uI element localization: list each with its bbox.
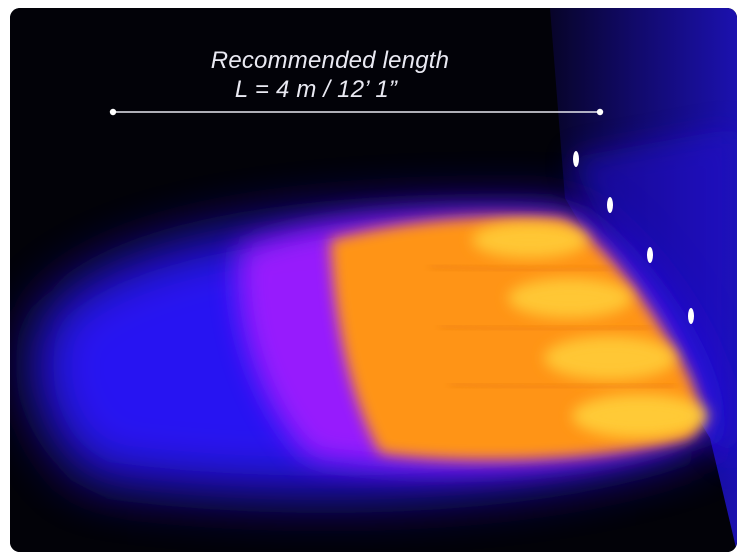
fixture-marker-1: [573, 151, 579, 167]
heat-map-render: [10, 8, 737, 552]
band-2: [439, 323, 651, 333]
light-lobe-4: [572, 394, 708, 438]
light-lobe-1: [472, 222, 588, 258]
dimension-endpoint-left: [109, 108, 117, 116]
recommended-length-annotation: Recommended length L = 4 m / 12’ 1”: [150, 46, 510, 104]
fixture-marker-2: [607, 197, 613, 213]
band-1: [429, 263, 611, 273]
band-3: [449, 381, 676, 391]
dimension-endpoint-right: [596, 108, 604, 116]
annotation-length-value: L = 4 m / 12’ 1”: [234, 76, 398, 103]
annotation-title: Recommended length: [210, 47, 450, 74]
fixture-marker-3: [647, 247, 653, 263]
fixture-marker-4: [688, 308, 694, 324]
light-distribution-image: Recommended length L = 4 m / 12’ 1”: [10, 8, 737, 552]
light-lobe-2: [508, 278, 632, 318]
light-lobe-3: [544, 336, 676, 380]
